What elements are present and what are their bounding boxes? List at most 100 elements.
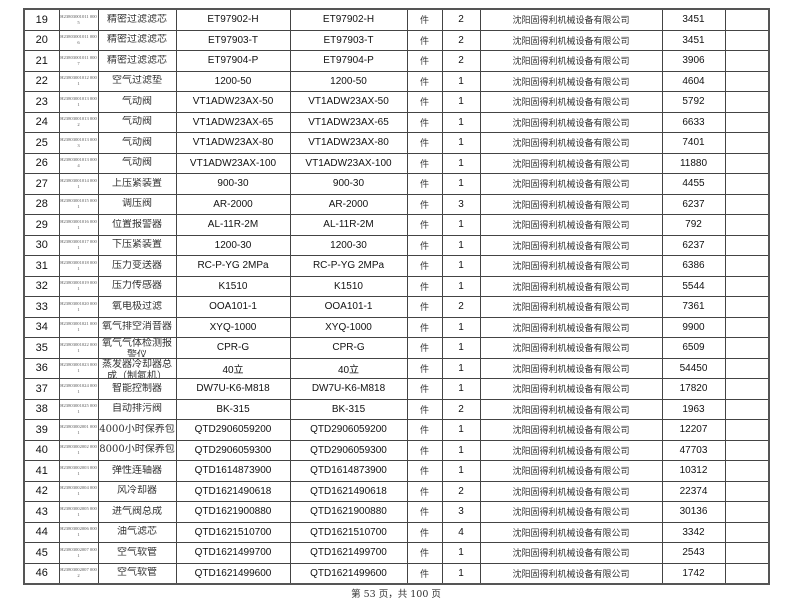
- model-cell: 1200-30: [175, 234, 291, 256]
- spec: ET97904-P: [323, 55, 374, 67]
- row-number: 36: [35, 362, 48, 375]
- supplier-cell: 沈阳固得利机械设备有限公司: [479, 521, 663, 543]
- price-cell: 30136: [661, 501, 726, 523]
- quantity: 1: [458, 137, 464, 149]
- quantity-cell: 2: [441, 8, 481, 31]
- spec: 1200-30: [330, 239, 367, 251]
- model-cell: QTD1621499600: [175, 562, 291, 585]
- item-code-cell: H23803001016 0001: [58, 214, 99, 236]
- unit: 件: [419, 282, 429, 293]
- item-name: 蒸发器冷却器总成（制氮机）: [102, 358, 172, 378]
- supplier: 沈阳固得利机械设备有限公司: [512, 282, 630, 293]
- quantity: 1: [458, 444, 464, 456]
- supplier-cell: 沈阳固得利机械设备有限公司: [479, 419, 663, 441]
- model: VT1ADW23AX-65: [192, 116, 274, 128]
- item-code-cell: H23803002005 0001: [58, 501, 99, 523]
- note-cell: [724, 316, 770, 338]
- quantity: 1: [458, 465, 464, 477]
- item-code-cell: H23803001013 0001: [58, 91, 99, 113]
- item-code: H23803001011 0006: [60, 34, 97, 46]
- quantity-cell: 1: [441, 419, 481, 441]
- item-code: H23803002007 0002: [60, 567, 97, 579]
- supplier: 沈阳固得利机械设备有限公司: [512, 16, 630, 27]
- item-code-cell: H23803001013 0002: [58, 111, 99, 133]
- item-name-cell: 气动阀: [97, 111, 177, 133]
- item-code-cell: H23803002004 0001: [58, 480, 99, 502]
- spec: QTD2906059200: [310, 424, 387, 436]
- row-number: 35: [35, 341, 48, 354]
- note-cell: [724, 29, 770, 51]
- item-name-cell: 调压阀: [97, 193, 177, 215]
- item-name-cell: 压力传感器: [97, 275, 177, 297]
- item-code: H23803001016 0001: [60, 218, 97, 230]
- unit-cell: 件: [406, 296, 443, 318]
- table-row: 28 H23803001015 0001 调压阀 AR-2000 AR-2000 件 3 沈阳…: [23, 193, 770, 215]
- spec-cell: ET97904-P: [289, 50, 408, 72]
- item-name: 油气滤芯: [117, 526, 157, 538]
- spec: VT1ADW23AX-80: [308, 137, 389, 149]
- row-number: 23: [35, 95, 48, 108]
- quantity-cell: 3: [441, 193, 481, 215]
- unit: 件: [419, 303, 429, 314]
- note-cell: [724, 419, 770, 441]
- spec-cell: 900-30: [289, 173, 408, 195]
- item-code-cell: H23803001019 0001: [58, 275, 99, 297]
- model-cell: 1200-50: [175, 70, 291, 92]
- model: BK-315: [216, 403, 250, 415]
- price: 5544: [682, 280, 705, 292]
- model-cell: VT1ADW23AX-50: [175, 91, 291, 113]
- page-footer: 第 53 页，共 100 页: [351, 589, 441, 600]
- table-row: 29 H23803001016 0001 位置报警器 AL-11R-2M AL-11R-…: [23, 214, 770, 236]
- note-cell: [724, 439, 770, 461]
- row-number-cell: 45: [23, 542, 60, 564]
- item-name: 智能控制器: [112, 382, 162, 394]
- unit-cell: 件: [406, 439, 443, 461]
- row-number: 37: [35, 382, 48, 395]
- item-name-cell: 气动阀: [97, 152, 177, 174]
- row-number: 40: [35, 444, 48, 457]
- quantity-cell: 4: [441, 521, 481, 543]
- supplier: 沈阳固得利机械设备有限公司: [512, 344, 630, 355]
- row-number: 46: [35, 567, 48, 580]
- model: QTD1621499600: [194, 567, 272, 579]
- unit-cell: 件: [406, 214, 443, 236]
- quantity-cell: 1: [441, 562, 481, 585]
- quantity-cell: 1: [441, 214, 481, 236]
- spec: 40立: [337, 364, 360, 376]
- item-name-cell: 智能控制器: [97, 378, 177, 400]
- row-number-cell: 23: [23, 91, 60, 113]
- row-number-cell: 38: [23, 398, 60, 420]
- quantity-cell: 1: [441, 439, 481, 461]
- spec: VT1ADW23AX-50: [308, 96, 389, 108]
- spec: K1510: [334, 280, 363, 292]
- supplier-cell: 沈阳固得利机械设备有限公司: [479, 50, 663, 72]
- price-cell: 3451: [661, 29, 726, 51]
- item-code-cell: H23803002007 0001: [58, 542, 99, 564]
- item-name-cell: 空气软管: [97, 562, 177, 585]
- item-code: H23803001025 0001: [60, 403, 97, 415]
- quantity-cell: 1: [441, 234, 481, 256]
- supplier-cell: 沈阳固得利机械设备有限公司: [479, 439, 663, 461]
- unit-cell: 件: [406, 234, 443, 256]
- item-name: 位置报警器: [112, 218, 162, 230]
- unit: 件: [419, 139, 429, 150]
- unit-cell: 件: [406, 337, 443, 359]
- unit-cell: 件: [406, 521, 443, 543]
- row-number-cell: 42: [23, 480, 60, 502]
- quantity-cell: 1: [441, 337, 481, 359]
- supplier: 沈阳固得利机械设备有限公司: [512, 508, 630, 519]
- row-number-cell: 39: [23, 419, 60, 441]
- price-cell: 3451: [661, 8, 726, 31]
- item-name: 调压阀: [122, 198, 152, 210]
- spec-cell: VT1ADW23AX-80: [289, 132, 408, 154]
- unit-cell: 件: [406, 501, 443, 523]
- model: AR-2000: [213, 198, 253, 210]
- quantity-cell: 1: [441, 542, 481, 564]
- note-cell: [724, 111, 770, 133]
- model-cell: VT1ADW23AX-100: [175, 152, 291, 174]
- supplier: 沈阳固得利机械设备有限公司: [512, 180, 630, 191]
- supplier-cell: 沈阳固得利机械设备有限公司: [479, 173, 663, 195]
- row-number: 31: [35, 259, 48, 272]
- model-cell: ET97903-T: [175, 29, 291, 51]
- quantity-cell: 1: [441, 275, 481, 297]
